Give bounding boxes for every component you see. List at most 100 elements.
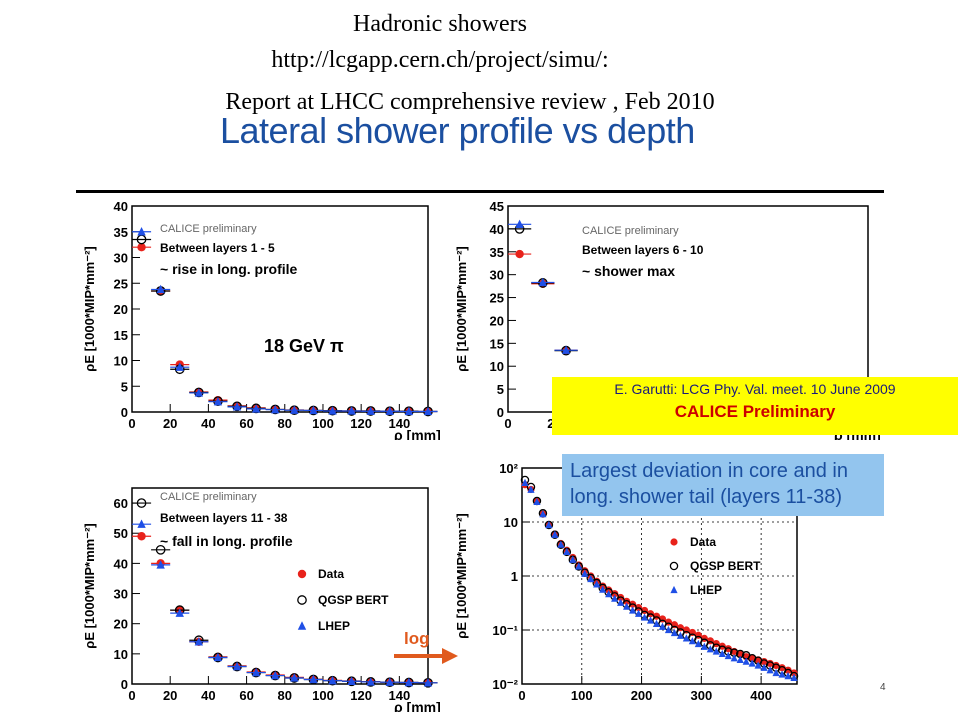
y-tick-label: 25 — [114, 276, 128, 291]
data-point — [784, 666, 792, 674]
lhep-point — [297, 621, 307, 630]
plot-panel-bottom-right: 0 100 200 300 400 10⁻² 10⁻¹ 1 10 10² ρE [1000*MIP*… — [452, 458, 882, 712]
lhep-point — [137, 227, 146, 236]
y-tick-label: 20 — [114, 302, 128, 317]
qgsp-bert-point — [297, 595, 307, 605]
lhep-point — [290, 673, 299, 682]
x-tick-label: 120 — [350, 688, 372, 703]
legend-label: Data — [318, 567, 344, 581]
x-tick-label: 60 — [239, 688, 253, 703]
annotation-text: CALICE preliminary — [160, 223, 257, 235]
x-tick-label: 120 — [350, 416, 372, 431]
annotation-text: ~ rise in long. profile — [160, 261, 298, 277]
lhep-point — [599, 585, 607, 593]
lhep-point — [156, 284, 165, 294]
x-tick-label: 60 — [239, 416, 253, 431]
x-axis-label: ρ [mm] — [394, 427, 440, 440]
x-tick-label: 100 — [571, 688, 593, 703]
y-tick-label: 35 — [114, 225, 128, 240]
lhep-point — [213, 652, 223, 662]
y-tick-label: 5 — [497, 382, 504, 397]
annotation-text: ~ fall in long. profile — [160, 533, 293, 549]
lhep-point — [404, 406, 414, 416]
lhep-point — [754, 661, 762, 669]
annotation-text: Between layers 1 - 5 — [160, 241, 275, 255]
lhep-point — [232, 661, 242, 671]
y-tick-label: 0 — [121, 405, 128, 420]
header-divider — [76, 190, 884, 193]
x-tick-label: 40 — [201, 688, 215, 703]
log-label: log — [404, 630, 430, 648]
lhep-point — [175, 362, 184, 371]
lhep-point — [700, 642, 708, 650]
y-tick-label: 40 — [490, 222, 504, 237]
y-tick-label: 45 — [490, 199, 504, 214]
x-tick-label: 0 — [128, 688, 135, 703]
legend-label: QGSP BERT — [318, 593, 389, 607]
lhep-point — [628, 606, 637, 614]
deviation-callout: Largest deviation in core and in long. s… — [562, 454, 884, 516]
y-tick-label: 0 — [121, 677, 128, 692]
lhep-point — [194, 637, 204, 646]
lhep-point — [670, 585, 678, 594]
data-point — [623, 597, 631, 605]
lhep-point — [533, 497, 541, 506]
lhep-point — [634, 609, 643, 617]
y-axis-label: ρE [1000*MIP*mm⁻²] — [82, 523, 97, 648]
lhep-point — [175, 608, 184, 617]
data-point — [137, 532, 146, 541]
data-point — [670, 538, 678, 546]
lhep-point — [328, 406, 337, 415]
legend-label: LHEP — [690, 583, 722, 597]
lhep-point — [790, 673, 798, 681]
y-tick-label: 15 — [114, 328, 128, 343]
y-tick-label: 60 — [114, 496, 128, 511]
lhep-point — [423, 406, 433, 416]
lhep-point — [784, 672, 792, 680]
legend-label: Data — [690, 535, 716, 549]
lhep-point — [137, 519, 146, 528]
annotation-text: Between layers 11 - 38 — [160, 511, 288, 525]
lhep-point — [561, 345, 571, 354]
lhep-point — [670, 628, 679, 637]
lhep-point — [290, 405, 299, 414]
lhep-point — [569, 555, 577, 563]
lhep-point — [538, 277, 548, 287]
lhep-point — [682, 634, 691, 642]
lhep-point — [366, 406, 375, 415]
plot-frame — [131, 487, 429, 685]
lhep-point — [640, 613, 649, 621]
x-tick-label: 20 — [163, 688, 177, 703]
lhep-point — [404, 677, 414, 687]
legend-label: QGSP BERT — [690, 559, 761, 573]
lhep-point — [385, 677, 395, 686]
y-tick-label: 30 — [114, 587, 128, 602]
lhep-point — [251, 404, 261, 413]
lhep-point — [760, 663, 768, 671]
x-tick-label: 100 — [312, 416, 334, 431]
lhep-point — [271, 670, 280, 680]
lhep-point — [551, 530, 559, 538]
lhep-point — [593, 580, 601, 588]
y-tick-label: 15 — [490, 336, 504, 351]
garutti-reference: E. Garutti: LCG Phy. Val. meet. 10 June … — [614, 381, 896, 397]
lhep-point — [557, 540, 565, 548]
data-point — [297, 569, 307, 579]
lhep-point — [309, 405, 318, 415]
lhep-point — [194, 388, 204, 397]
y-axis-label: ρE [1000*MIP*mm⁻²] — [454, 246, 469, 371]
qgsp-bert-point — [155, 544, 166, 555]
data-point — [515, 249, 524, 259]
lhep-point — [521, 478, 529, 486]
annotation-text: CALICE preliminary — [160, 491, 257, 503]
qgsp-bert-point — [669, 561, 679, 571]
lhep-point — [646, 616, 655, 624]
y-tick-label: 10 — [114, 354, 128, 369]
x-tick-label: 40 — [201, 416, 215, 431]
lhep-point — [605, 590, 613, 598]
log-arrow: log — [392, 629, 464, 675]
y-axis-label: ρE [1000*MIP*mm⁻²] — [454, 513, 469, 638]
y-tick-label: 40 — [114, 199, 128, 214]
lhep-point — [328, 675, 337, 685]
lhep-point — [718, 649, 726, 658]
